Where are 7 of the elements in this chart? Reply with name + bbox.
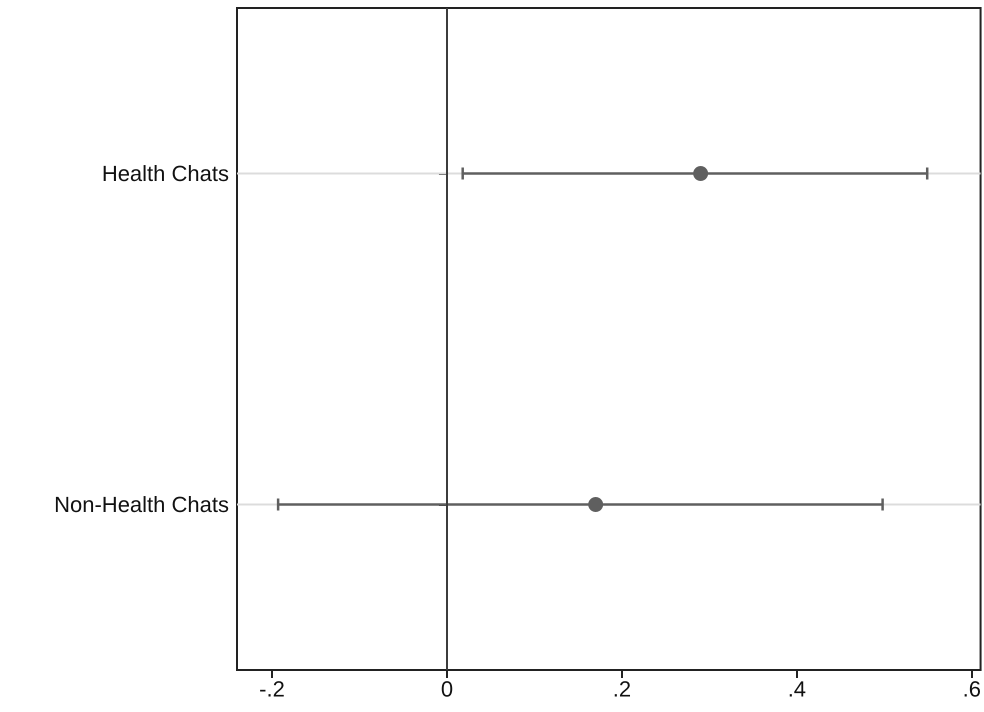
x-tick-label: -.2 [259, 676, 285, 702]
y-tick-label: Non-Health Chats [54, 492, 229, 517]
x-tick-label: .6 [962, 676, 982, 702]
x-tick-label: .2 [612, 676, 632, 702]
x-tick-label: 0 [440, 676, 454, 702]
y-tick-label: Health Chats [102, 161, 229, 186]
x-tick-label: .4 [788, 676, 806, 702]
